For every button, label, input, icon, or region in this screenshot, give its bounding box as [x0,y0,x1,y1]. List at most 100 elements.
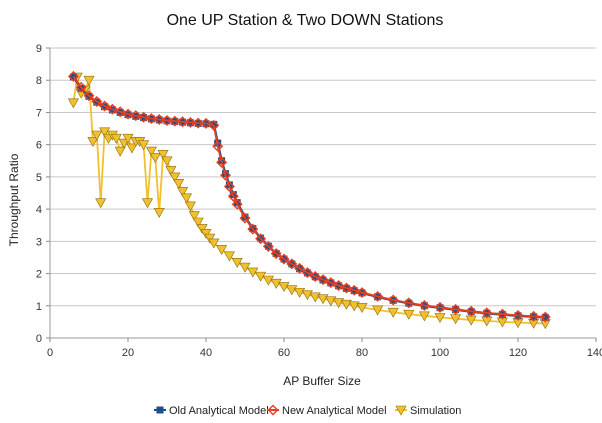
simulation-point [180,193,193,204]
simulation-point [177,187,189,198]
simulation-point [231,257,243,268]
new-analytical-model-point [372,290,384,302]
new-analytical-model-point [255,233,267,245]
simulation-point [67,98,79,109]
new-analytical-model-point [114,106,126,118]
new-analytical-model-point [301,267,313,279]
new-analytical-model-point [278,253,290,265]
new-analytical-model-point [177,116,189,128]
new-analytical-model-point [465,305,477,317]
x-tick-label: 40 [200,347,212,359]
simulation-point [348,301,360,312]
new-analytical-model-point [325,277,337,289]
y-tick-label: 1 [36,301,42,313]
new-analytical-model-point [161,115,173,126]
new-analytical-model-point [333,279,345,291]
new-analytical-model-point [403,297,415,309]
y-tick-label: 3 [36,236,42,248]
new-analytical-model-point [340,282,352,294]
simulation-point [262,275,274,286]
new-analytical-model-point [122,108,134,120]
new-analytical-model-point [67,70,79,82]
simulation-point [169,172,181,183]
new-analytical-model-point [239,212,251,224]
simulation-point [208,238,220,249]
new-analytical-model-point [208,119,220,131]
y-tick-label: 4 [36,204,42,216]
simulation-point [153,208,165,218]
simulation-point [286,285,298,296]
chart-title: One UP Station & Two DOWN Stations [167,12,444,29]
simulation-point [161,156,173,167]
simulation-point [173,179,185,189]
simulation-point [325,296,337,307]
axes: 0 1 2 3 4 5 6 7 8 9 0 20 40 60 80 100 120 140 [36,43,602,359]
legend-marker [395,405,407,416]
y-tick-label: 9 [36,43,42,55]
simulation-point [114,146,126,157]
simulation-point [387,307,399,318]
y-tick-label: 0 [36,333,42,345]
old-analytical-model-point [210,120,218,128]
new-analytical-model-point [286,258,298,270]
new-analytical-model-point [169,115,181,127]
simulation-point [356,303,368,314]
new-analytical-model-point [216,156,228,168]
new-analytical-model-point [184,116,196,128]
x-axis-label: AP Buffer Size [283,374,361,388]
x-tick-label: 80 [356,347,368,359]
new-analytical-model-point [91,95,103,107]
y-tick-label: 6 [36,140,42,152]
new-analytical-model-point [223,181,235,193]
new-analytical-model-point [153,114,165,126]
series-simulation [67,72,551,330]
simulation-point [309,292,321,303]
simulation-point [95,198,107,209]
simulation-point [99,127,111,138]
new-analytical-model-point [317,274,329,286]
new-analytical-model-point [262,240,274,252]
y-tick-label: 5 [36,172,42,184]
simulation-point [110,133,122,144]
new-analytical-model-point [99,100,111,112]
simulation-point [184,201,196,212]
new-analytical-model-point [247,223,259,235]
simulation-point [91,130,103,141]
simulation-point [270,278,282,289]
legend-label: New Analytical Model [282,405,387,417]
simulation-point [200,228,212,239]
simulation-point [145,146,157,157]
new-analytical-model-point [83,90,95,102]
new-analytical-model-point [512,309,524,321]
x-tick-label: 140 [587,347,602,359]
new-analytical-model-point [192,117,204,129]
new-analytical-model-point [106,103,118,115]
x-tick-label: 0 [47,347,53,359]
legend: Old Analytical Model New Analytical Model… [154,404,461,417]
new-analytical-model-point [212,140,224,152]
simulation-point [83,75,95,86]
simulation-point [141,198,154,209]
y-axis-label: Throughput Ratio [7,153,21,246]
new-analytical-model-point [270,248,282,260]
new-analytical-model-point [145,113,157,125]
simulation-point [340,299,352,310]
series-new-analytical-model [67,70,551,323]
simulation-point [122,133,134,144]
new-analytical-model-line [72,75,546,318]
simulation-point [216,245,228,256]
new-analytical-model-point [528,310,540,322]
new-analytical-model-point [231,198,243,210]
simulation-point [149,153,161,164]
series-layer [67,70,551,330]
y-tick-label: 2 [36,269,42,281]
simulation-point [188,211,200,222]
new-analytical-model-point [200,117,212,129]
new-analytical-model-point [450,303,462,315]
new-analytical-model-point [356,287,368,299]
x-tick-label: 120 [509,347,527,359]
new-analytical-model-point [309,270,321,282]
simulation-point [255,271,267,282]
series-old-analytical-model [69,73,549,321]
new-analytical-model-point [496,308,508,320]
